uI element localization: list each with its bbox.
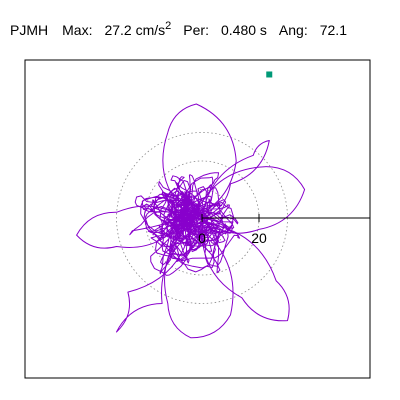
motion-trace bbox=[76, 103, 306, 339]
peak-marker bbox=[266, 71, 273, 78]
max-unit-exponent: 2 bbox=[165, 20, 172, 32]
motion-trace-path bbox=[129, 172, 241, 276]
peak-marker-group bbox=[266, 71, 273, 78]
period-label: Per: bbox=[183, 22, 209, 38]
period-value: 0.480 s bbox=[220, 22, 267, 38]
plot-frame bbox=[24, 59, 371, 379]
motion-loop-6 bbox=[116, 228, 197, 333]
x-tick-label-20: 20 bbox=[251, 230, 267, 246]
station-code: PJMH bbox=[10, 22, 49, 38]
axes: 0 20 bbox=[198, 214, 370, 246]
motion-loop-4 bbox=[201, 223, 290, 322]
max-label: Max: bbox=[62, 22, 93, 38]
motion-loop-7 bbox=[201, 140, 270, 219]
motion-loop-3 bbox=[164, 223, 234, 339]
max-value: 27.2 cm/s bbox=[104, 22, 166, 38]
plot-header: PJMH Max: 27.2 cm/s2 Per: 0.480 s Ang: 72.1 bbox=[10, 20, 347, 38]
motion-loop-5 bbox=[195, 166, 306, 234]
motion-loop-1 bbox=[162, 103, 237, 219]
motion-loop-2 bbox=[76, 205, 191, 249]
angle-label: Ang: bbox=[278, 22, 308, 38]
x-tick-label-0: 0 bbox=[198, 230, 206, 246]
angle-value: 72.1 bbox=[319, 22, 347, 38]
